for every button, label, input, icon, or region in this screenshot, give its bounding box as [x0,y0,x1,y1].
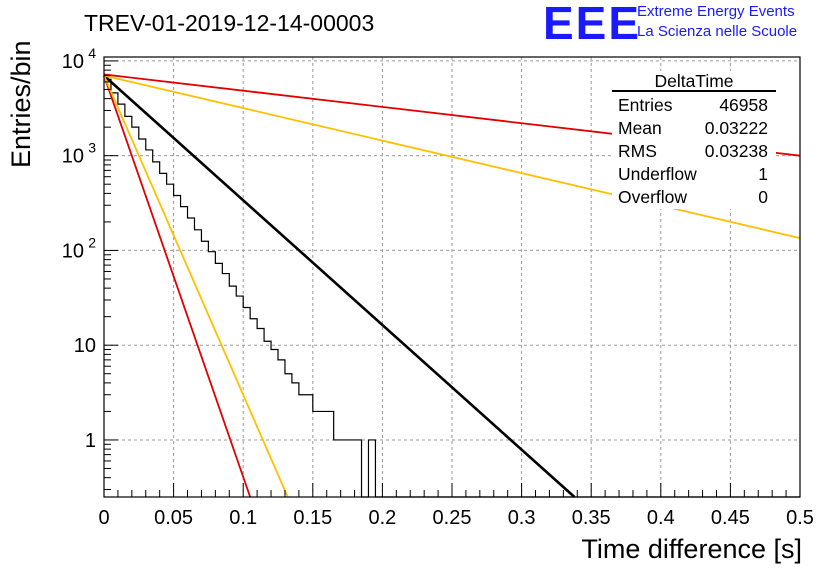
stats-divider [612,90,776,92]
x-tick-label: 0.25 [433,507,472,529]
fit-line [103,75,289,498]
y-tick-exponent: 3 [88,140,96,156]
stats-row: Overflow 0 [612,186,776,209]
x-axis-ticks: 0 0.05 0.1 0.15 0.2 0.25 0.3 0.35 0.4 0.45 0.5 [98,483,814,529]
y-tick-label: 1 [85,430,96,452]
grid-lines [104,57,800,497]
x-tick-label: 0.5 [786,507,814,529]
x-tick-label: 0.4 [647,507,675,529]
x-axis-label: Time difference [s] [581,534,802,564]
stats-label: Underflow [618,164,697,184]
x-tick-label: 0.35 [572,507,611,529]
stats-value: 0.03222 [704,118,768,138]
logo-subtitle-line1: Extreme Energy Events [637,3,795,20]
stats-label: Entries [618,95,673,115]
eee-logo-icon: EEE [543,0,642,49]
stats-row: Mean 0.03222 [612,117,776,140]
x-tick-label: 0.05 [154,507,193,529]
y-tick-exponent: 2 [88,234,96,250]
x-tick-label: 0.3 [508,507,536,529]
y-tick-label: 10 [62,240,84,262]
logo-subtitle-line2: La Scienza nelle Scuole [637,23,798,40]
x-tick-label: 0.1 [229,507,257,529]
stats-value: 46958 [719,95,768,115]
x-tick-label: 0.45 [711,507,750,529]
stats-row: Underflow 1 [612,163,776,186]
y-tick-label: 10 [62,51,84,73]
stats-label: Mean [618,118,662,138]
x-tick-label: 0.2 [368,507,396,529]
stats-value: 0 [758,187,768,207]
y-tick-exponent: 4 [88,45,96,61]
stats-label: RMS [618,141,657,161]
y-tick-label: 10 [74,335,96,357]
stats-label: Overflow [618,187,688,207]
stats-row: Entries 46958 [612,94,776,117]
y-tick-label: 10 [62,146,84,168]
chart-title: TREV-01-2019-12-14-00003 [84,10,375,36]
stats-value: 1 [758,164,768,184]
stats-title: DeltaTime [654,71,734,91]
stats-value: 0.03238 [704,141,768,161]
stats-box: DeltaTime Entries 46958 Mean 0.03222 RMS… [612,71,776,209]
fit-curves [103,73,801,498]
fit-line [103,74,576,498]
fit-line [103,75,252,498]
x-tick-label: 0.15 [293,507,332,529]
fit-line [103,74,801,239]
stats-row: RMS 0.03238 [612,140,776,163]
x-tick-label: 0 [98,507,109,529]
